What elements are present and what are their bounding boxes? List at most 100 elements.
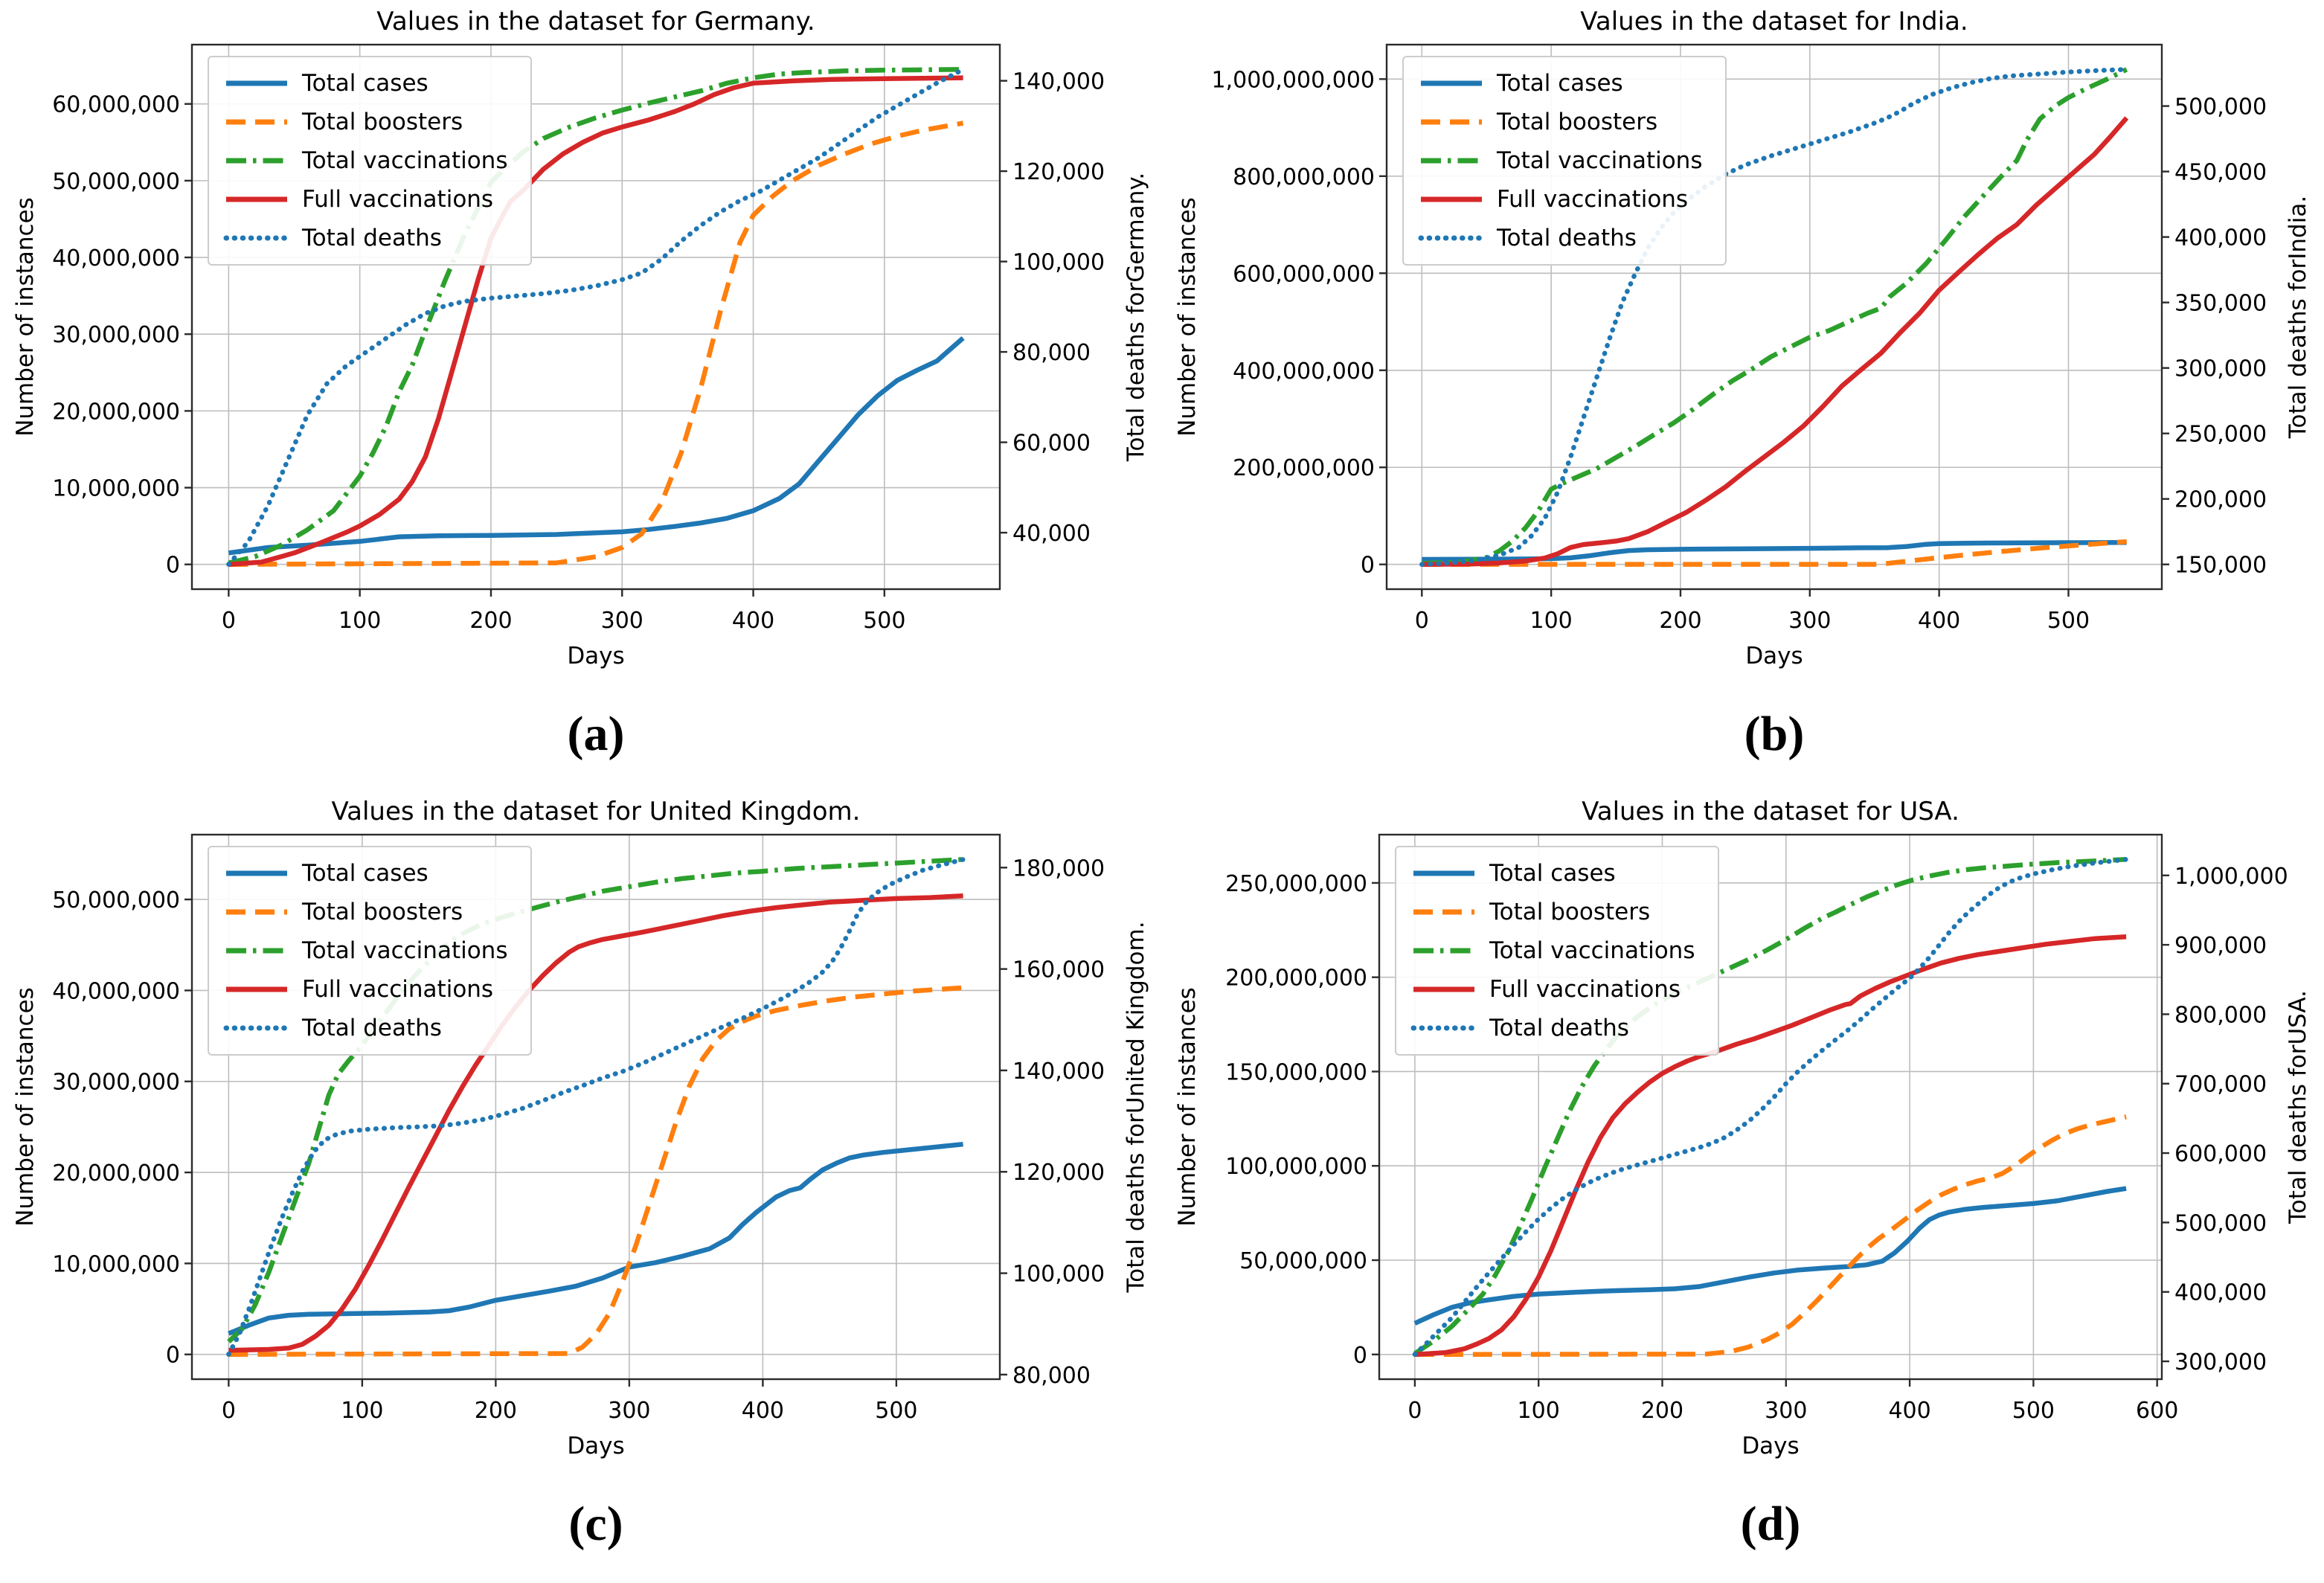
legend-label: Total cases: [1496, 70, 1623, 97]
y-right-tick-label: 200,000: [2174, 487, 2267, 513]
x-tick-label: 300: [1765, 1398, 1807, 1424]
y-left-tick-label: 100,000,000: [1225, 1154, 1367, 1180]
y-axis-label-right: Total deaths forUSA.: [2285, 990, 2311, 1224]
y-left-tick-label: 50,000,000: [1239, 1248, 1367, 1274]
chart-background: [1162, 0, 2324, 790]
x-tick-label: 0: [1407, 1398, 1422, 1424]
y-left-tick-label: 20,000,000: [52, 399, 180, 425]
legend-label: Full vaccinations: [1497, 186, 1688, 213]
chart-a: 0 100 200 300 400 500 0 10,000,000 20,000,000 30,…: [0, 0, 1162, 790]
y-right-tick-label: 60,000: [1012, 431, 1091, 457]
y-right-tick-label: 450,000: [2174, 160, 2267, 186]
y-right-tick-label: 140,000: [1012, 69, 1105, 95]
legend-label: Total cases: [1489, 860, 1616, 887]
x-tick-label: 400: [742, 1398, 784, 1424]
chart-title: Values in the dataset for India.: [1580, 7, 1968, 36]
chart-title: Values in the dataset for USA.: [1582, 797, 1959, 826]
y-right-tick-label: 600,000: [2174, 1141, 2267, 1167]
y-right-tick-label: 100,000: [1012, 250, 1105, 276]
legend-label: Total vaccinations: [301, 147, 507, 174]
plot-border: [1378, 833, 2163, 1381]
y-right-tick-label: 80,000: [1012, 340, 1091, 366]
y-right-tick-label: 500,000: [2174, 1210, 2267, 1236]
series-total-boosters: [228, 985, 963, 1357]
series-total-deaths: [226, 67, 966, 567]
series-total-boosters: [1422, 539, 2127, 567]
y-left-tick-label: 250,000,000: [1225, 871, 1367, 897]
legend-label: Total deaths: [1496, 225, 1637, 251]
x-tick-label: 0: [222, 1398, 236, 1424]
x-tick-label: 400: [1918, 608, 1960, 634]
y-left-tick-label: 50,000,000: [52, 887, 180, 913]
x-tick-label: 100: [1518, 1398, 1560, 1424]
y-right-tick-label: 100,000: [1012, 1262, 1105, 1288]
y-right-tick-label: 160,000: [1012, 957, 1105, 983]
panel-caption-b: (b): [1744, 707, 1805, 761]
x-tick-label: 400: [1888, 1398, 1930, 1424]
y-right-tick-label: 900,000: [2174, 933, 2267, 959]
gridlines: [1379, 835, 2162, 1379]
panel-caption-c: (c): [568, 1497, 623, 1551]
y-left-tick-label: 600,000,000: [1233, 261, 1375, 287]
y-left-tick-label: 0: [1353, 1343, 1367, 1369]
tick-marks: [1372, 874, 2169, 1387]
y-left-tick-label: 30,000,000: [52, 322, 180, 348]
chart-d: 0 100 200 300 400 500 600 0 50,000,000 100,000,00…: [1162, 790, 2324, 1580]
tick-marks: [184, 80, 1007, 597]
legend-box: [1395, 846, 1719, 1056]
legend-label: Full vaccinations: [1489, 976, 1681, 1003]
x-tick-label: 200: [475, 1398, 517, 1424]
x-tick-label: 300: [608, 1398, 650, 1424]
plot-border: [190, 43, 1001, 591]
y-right-tick-label: 120,000: [1012, 1160, 1105, 1186]
y-axis-label-left: Number of instances: [1174, 197, 1201, 437]
panel-caption-d: (d): [1741, 1497, 1801, 1551]
tick-labels: 0 100 200 300 400 500 0 200,000,000 400,000,000 6…: [1212, 67, 2267, 634]
panel-india: 0 100 200 300 400 500 0 200,000,000 400,000,000 6…: [1162, 0, 2324, 790]
y-left-tick-label: 0: [1361, 553, 1375, 579]
tick-labels: 0 100 200 300 400 500 0 10,000,000 20,000,000 30,…: [52, 855, 1105, 1424]
x-tick-label: 200: [1641, 1398, 1683, 1424]
tick-marks: [1379, 78, 2169, 597]
legend-label: Total deaths: [1489, 1015, 1629, 1041]
legend-label: Total deaths: [301, 1015, 442, 1041]
tick-marks: [184, 867, 1007, 1387]
x-axis-label: Days: [567, 643, 624, 670]
series-total-cases: [228, 335, 965, 556]
y-left-tick-label: 200,000,000: [1233, 455, 1375, 481]
y-axis-label-left: Number of instances: [1174, 987, 1201, 1227]
chart-usa-svg: 0 100 200 300 400 500 600 0 50,000,000 100,000,00…: [1162, 790, 2324, 1580]
chart-background: [0, 0, 1162, 790]
chart-uk-svg: 0 100 200 300 400 500 0 10,000,000 20,000,000 30,…: [0, 790, 1162, 1580]
x-tick-label: 400: [732, 608, 774, 634]
x-tick-label: 300: [1788, 608, 1831, 634]
y-right-tick-label: 700,000: [2174, 1072, 2267, 1098]
legend-label: Total boosters: [1496, 109, 1657, 135]
gridlines: [1387, 45, 2162, 589]
y-left-tick-label: 60,000,000: [52, 92, 180, 118]
chart-background: [0, 790, 1162, 1580]
series-total-deaths: [1412, 857, 2129, 1357]
y-left-tick-label: 0: [166, 553, 180, 579]
x-tick-label: 100: [1529, 608, 1572, 634]
legend: Total cases Total boosters Total vaccinati…: [208, 56, 532, 266]
legend-label: Total deaths: [301, 225, 442, 251]
y-right-tick-label: 1,000,000: [2174, 864, 2288, 890]
x-tick-label: 0: [222, 608, 236, 634]
y-left-tick-label: 200,000,000: [1225, 966, 1367, 992]
y-right-tick-label: 40,000: [1012, 521, 1091, 547]
y-right-tick-label: 300,000: [2174, 1349, 2267, 1375]
y-axis-label-right: Total deaths forGermany.: [1123, 173, 1149, 462]
chart-title: Values in the dataset for Germany.: [376, 7, 815, 36]
y-left-tick-label: 400,000,000: [1233, 359, 1375, 385]
series-total-boosters: [228, 121, 964, 567]
legend-label: Total vaccinations: [1489, 937, 1695, 964]
y-axis-label-left: Number of instances: [12, 987, 39, 1227]
y-right-tick-label: 180,000: [1012, 855, 1105, 882]
x-tick-label: 500: [2012, 1398, 2055, 1424]
y-right-tick-label: 350,000: [2174, 291, 2267, 317]
x-tick-label: 500: [875, 1398, 917, 1424]
y-right-tick-label: 300,000: [2174, 356, 2267, 382]
series-total-boosters: [1414, 1114, 2127, 1358]
